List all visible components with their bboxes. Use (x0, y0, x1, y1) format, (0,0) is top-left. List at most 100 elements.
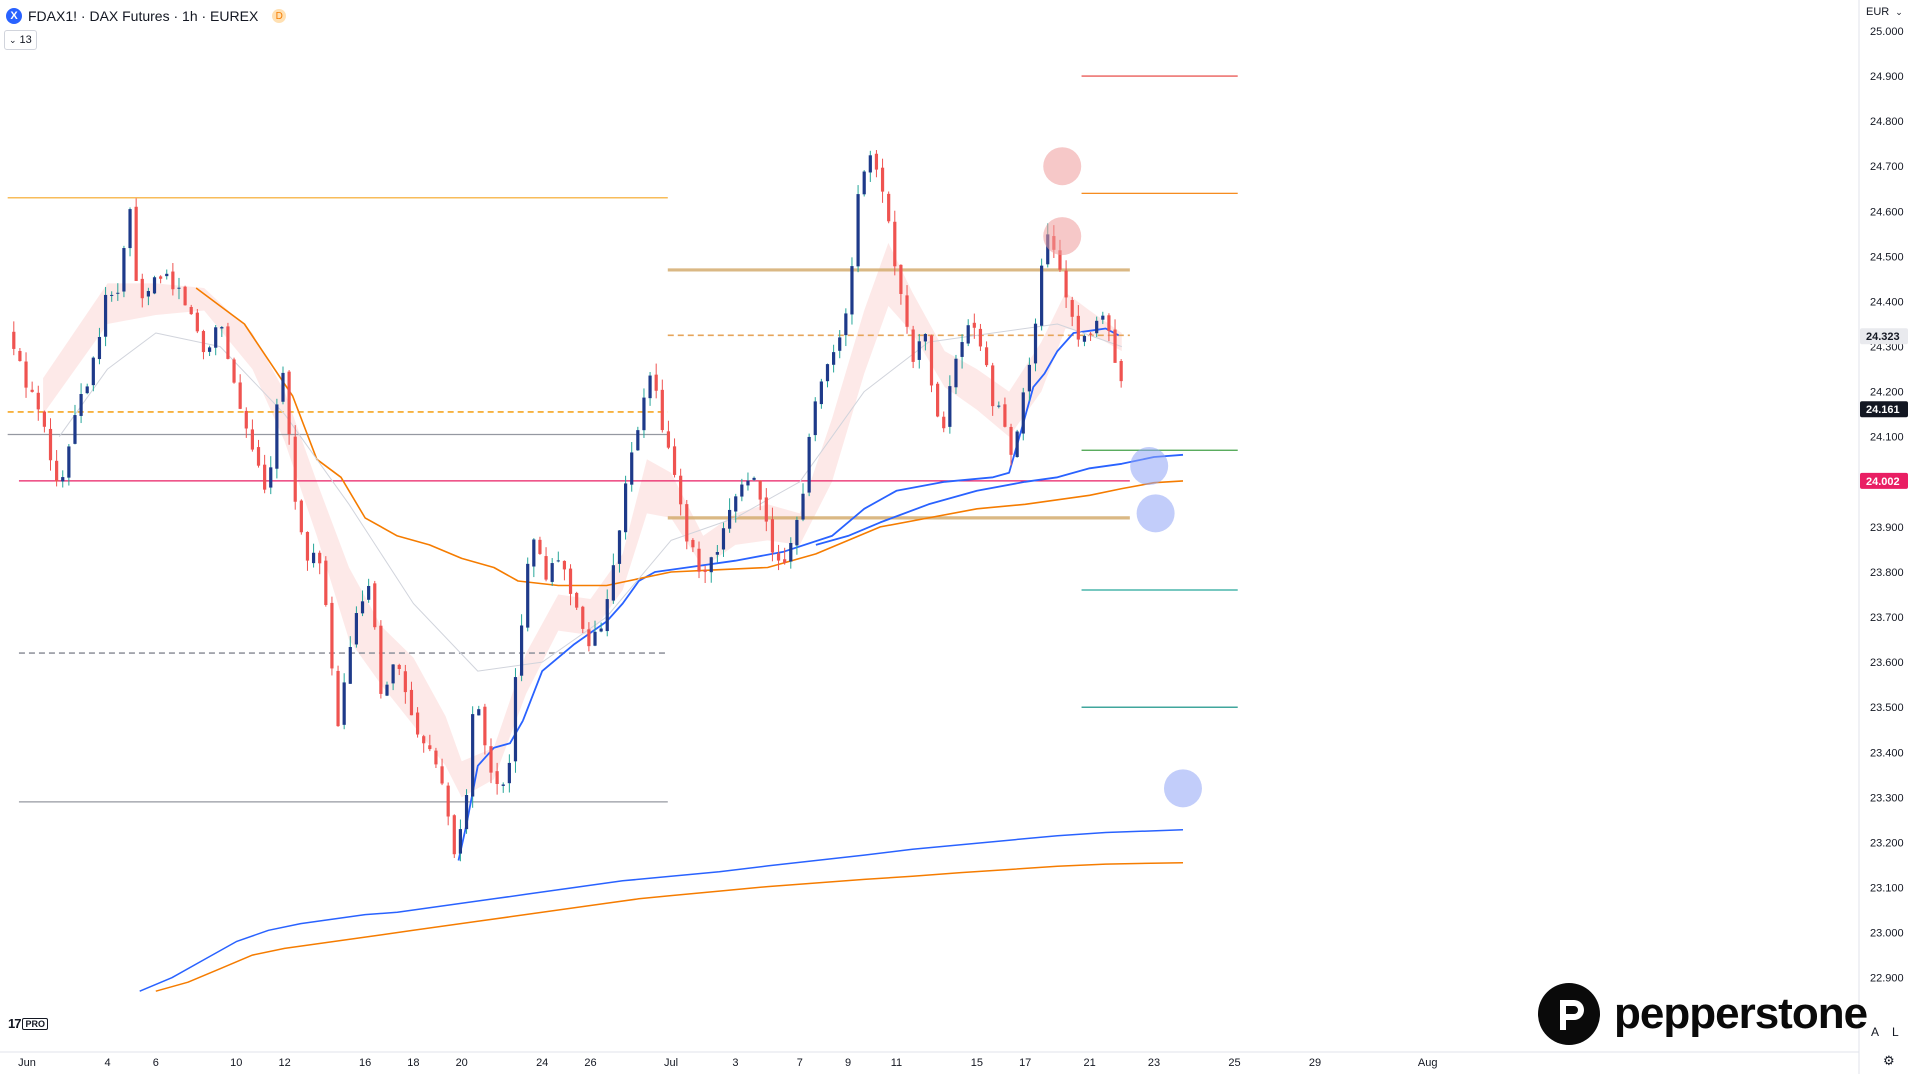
candle (24, 352, 28, 398)
candle-body (550, 563, 554, 582)
candle (880, 158, 885, 203)
candle (740, 478, 744, 502)
candle (42, 410, 46, 433)
candle-body (801, 493, 805, 520)
candle (1015, 429, 1019, 458)
candle (330, 596, 334, 676)
candle (342, 673, 346, 730)
candle (299, 499, 303, 535)
candle-body (1119, 360, 1123, 382)
candle-body (477, 709, 481, 716)
candle (30, 381, 34, 393)
candle-body (299, 500, 303, 533)
delayed-badge[interactable]: D (272, 9, 287, 23)
time-tick-label: 18 (407, 1057, 419, 1069)
candle-body (464, 795, 469, 830)
candle (171, 263, 175, 296)
candle (617, 530, 622, 573)
candle (526, 557, 530, 632)
candle (715, 544, 719, 563)
candle (1009, 423, 1013, 466)
candle-body (471, 714, 475, 797)
last-price-badge: 24.161 (1860, 401, 1908, 418)
candle (195, 308, 199, 334)
candle (752, 476, 756, 481)
candle-body (183, 286, 187, 306)
candle (893, 210, 897, 276)
candle-body (373, 583, 377, 628)
candle (256, 439, 261, 468)
chart-title[interactable]: FDAX1! · DAX Futures · 1h · EUREX (28, 8, 259, 24)
tradingview-logo: 17 PRO (8, 1016, 48, 1031)
candle-body (648, 375, 652, 399)
log-scale-button[interactable]: L (1892, 1025, 1899, 1039)
candle-body (409, 689, 414, 716)
price-tick-label: 23.800 (1870, 567, 1904, 579)
gear-icon[interactable]: ⚙ (1883, 1053, 1895, 1068)
last-price-badge-bg (1860, 401, 1908, 418)
candle-body (630, 452, 634, 485)
candle (709, 556, 713, 583)
candle-body (923, 333, 927, 342)
candle (899, 264, 903, 305)
candle-body (905, 295, 909, 327)
candle (587, 622, 591, 652)
candle-body (189, 306, 193, 315)
candle (532, 538, 536, 578)
candle (501, 782, 505, 793)
candle (648, 371, 652, 406)
candle (672, 438, 677, 478)
candle (905, 285, 909, 334)
candle (318, 550, 322, 575)
candle-body (207, 347, 212, 352)
candle (1040, 258, 1044, 331)
candle (48, 418, 53, 471)
candle-body (1021, 392, 1025, 434)
candle-body (1107, 315, 1111, 331)
candle (440, 758, 444, 786)
candle (293, 425, 297, 510)
candle-body (1070, 300, 1074, 317)
candle (403, 664, 407, 704)
candle (966, 319, 970, 347)
symbol-icon[interactable]: X (6, 8, 22, 24)
candle-body (311, 552, 316, 564)
candle (116, 283, 120, 301)
candle-body (862, 171, 866, 195)
currency-selector[interactable]: EUR ⌄ (1866, 6, 1903, 18)
price-tick-label: 23.300 (1870, 792, 1904, 804)
candle-body (954, 358, 958, 388)
tv-pro-badge: PRO (22, 1017, 48, 1030)
candle (244, 407, 248, 438)
candle (538, 536, 542, 555)
candle-body (746, 480, 750, 486)
candle-body (415, 712, 420, 735)
candle (159, 275, 163, 284)
time-tick-label: 10 (230, 1057, 242, 1069)
candle (948, 375, 952, 434)
candle (415, 707, 420, 738)
candle (972, 313, 976, 339)
candle (103, 287, 108, 347)
candle-body (832, 352, 836, 365)
candle (1113, 319, 1117, 363)
candle (97, 327, 102, 365)
candle-body (991, 365, 995, 407)
indicators-toggle-button[interactable]: ⌄ 13 (4, 30, 37, 50)
auto-scale-button[interactable]: A (1871, 1025, 1880, 1039)
candle (397, 663, 401, 676)
candle (91, 356, 95, 392)
time-tick-label: 11 (891, 1057, 902, 1069)
ma-line-1 (522, 327, 1120, 722)
candle (134, 198, 138, 282)
candle-body (293, 436, 297, 502)
candle-body (146, 291, 150, 297)
candle-body (165, 273, 169, 277)
time-tick-label: 9 (845, 1057, 851, 1069)
price-tick-label: 25.000 (1870, 26, 1904, 38)
candle (311, 543, 316, 568)
time-tick-label: 4 (104, 1057, 110, 1069)
candle (73, 404, 77, 445)
candle-body (42, 411, 46, 427)
